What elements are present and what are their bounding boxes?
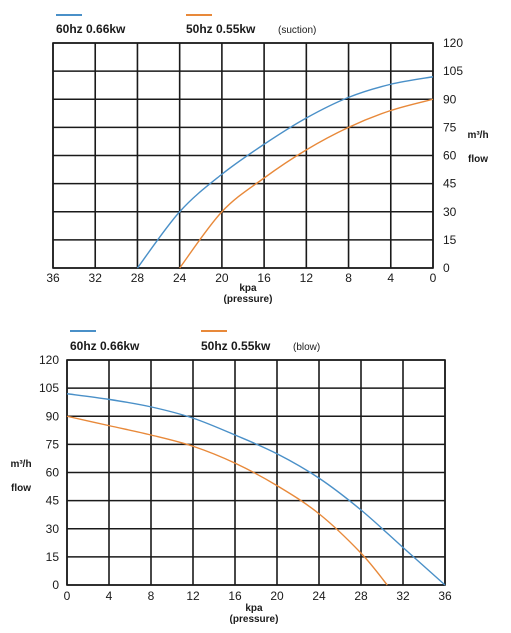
x-tick-label: 20 [270, 589, 284, 603]
x-axis-label-2: (pressure) [224, 294, 273, 305]
x-axis-label: kpa [239, 283, 257, 294]
y-tick-label: 120 [39, 353, 59, 367]
plot-frame [52, 42, 434, 269]
y-tick-label: 15 [46, 550, 60, 564]
y-tick-label: 60 [46, 466, 60, 480]
y-tick-label: 30 [46, 522, 60, 536]
legend-label: 60hz 0.66kw [56, 22, 126, 36]
x-tick-label: 8 [148, 589, 155, 603]
y-tick-label: 75 [46, 437, 60, 451]
plot-frame [66, 359, 446, 586]
mode-label: (suction) [278, 25, 316, 36]
y-tick-label: 15 [443, 233, 457, 247]
x-tick-label: 16 [257, 271, 271, 285]
y-tick-label: 45 [46, 494, 60, 508]
series-line [136, 76, 434, 269]
y-tick-label: 120 [443, 36, 463, 50]
suction-chart: 36 32 28 24 20 16 12 8 4 00 15 30 45 60 75 90 105 120 m³/h… [46, 14, 489, 305]
x-tick-label: 36 [46, 271, 60, 285]
y-axis-label-2: flow [468, 154, 488, 165]
y-tick-label: 45 [443, 177, 457, 191]
x-axis-label-2: (pressure) [230, 614, 279, 625]
x-tick-label: 32 [89, 271, 103, 285]
y-axis-label: m³/h [467, 130, 488, 141]
x-tick-label: 24 [173, 271, 187, 285]
x-tick-label: 28 [354, 589, 368, 603]
grid-lines [52, 42, 434, 269]
grid-lines [66, 359, 446, 586]
y-tick-label: 60 [443, 149, 457, 163]
x-tick-label: 4 [106, 589, 113, 603]
y-tick-label: 0 [443, 261, 450, 275]
x-tick-label: 36 [438, 589, 452, 603]
mode-label: (blow) [293, 342, 320, 353]
y-axis-label-2: flow [11, 483, 31, 494]
x-tick-label: 20 [215, 271, 229, 285]
x-tick-label: 12 [300, 271, 314, 285]
series-line [66, 415, 388, 586]
x-tick-label: 28 [131, 271, 145, 285]
x-tick-label: 12 [186, 589, 200, 603]
x-tick-label: 4 [387, 271, 394, 285]
legend-label: 50hz 0.55kw [201, 339, 271, 353]
y-tick-label: 105 [39, 381, 59, 395]
blow-chart: 0 4 8 12 16 20 24 28 32 36 0 15 30 45 60 75 90 105 120 m³/h… [10, 330, 452, 625]
x-tick-label: 16 [228, 589, 242, 603]
x-tick-label: 32 [396, 589, 410, 603]
y-tick-label: 30 [443, 205, 457, 219]
x-tick-label: 0 [430, 271, 437, 285]
x-tick-label: 8 [345, 271, 352, 285]
series-line [66, 393, 446, 586]
series-line [179, 98, 434, 269]
y-tick-label: 75 [443, 120, 457, 134]
y-tick-label: 105 [443, 64, 463, 78]
x-axis-label: kpa [245, 603, 263, 614]
legend-label: 50hz 0.55kw [186, 22, 256, 36]
x-tick-label: 24 [312, 589, 326, 603]
y-tick-label: 90 [443, 92, 457, 106]
x-tick-label: 0 [64, 589, 71, 603]
y-axis-label: m³/h [10, 459, 31, 470]
y-tick-label: 90 [46, 409, 60, 423]
y-tick-label: 0 [52, 578, 59, 592]
legend-label: 60hz 0.66kw [70, 339, 140, 353]
